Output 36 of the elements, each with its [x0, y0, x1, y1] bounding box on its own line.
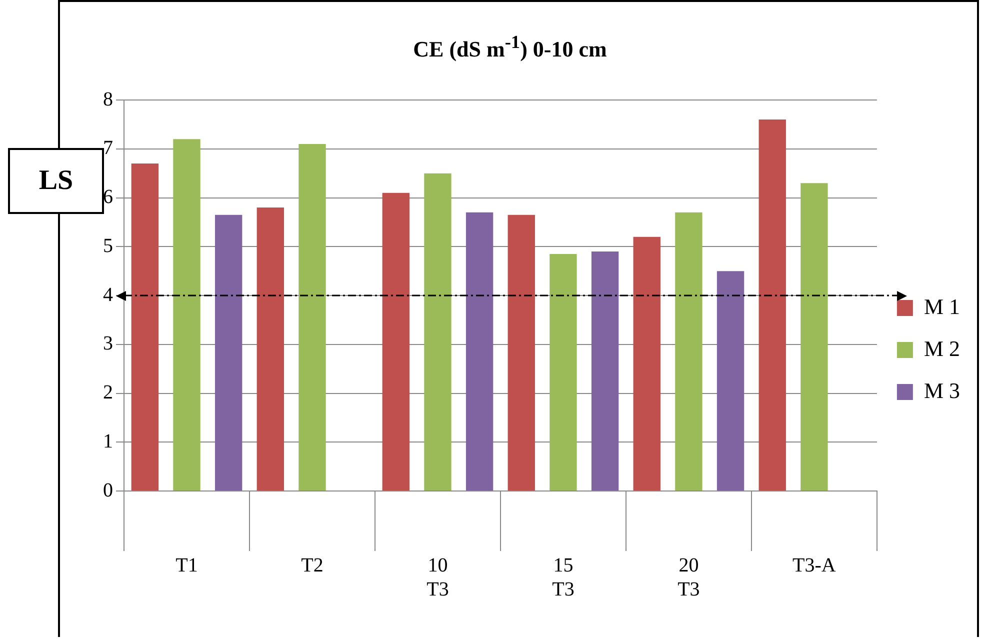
legend-label: M 2 [924, 336, 960, 361]
text: LS [8, 148, 104, 214]
bar [675, 212, 702, 490]
bar [256, 208, 284, 490]
y-tick-label: 4 [103, 284, 113, 306]
legend-label: M 1 [924, 294, 960, 319]
y-tick-label: 7 [103, 137, 113, 160]
bar [466, 212, 494, 490]
bar [800, 183, 828, 490]
bar [173, 139, 200, 490]
y-tick-label: 3 [103, 332, 113, 355]
bar [298, 144, 326, 490]
x-tick-label: 20 T3 [678, 554, 700, 600]
x-tick-label: T3-A [792, 554, 836, 576]
chart-title: CE (dS m$^{-1}$) 0-10 cm [412, 32, 608, 62]
x-tick-label: 15 T3 [552, 554, 574, 600]
bar [214, 214, 242, 490]
legend-label: M 3 [924, 378, 960, 403]
bar [591, 252, 619, 490]
bar [424, 173, 452, 490]
bar [758, 120, 786, 490]
y-tick-label: 5 [103, 234, 113, 257]
x-tick-label: T2 [301, 554, 324, 576]
y-tick-label: 8 [103, 88, 113, 110]
bar [508, 214, 535, 490]
y-tick-label: 1 [103, 430, 113, 452]
y-tick-label: 0 [103, 479, 113, 502]
y-tick-label: 2 [103, 382, 113, 404]
bar [131, 164, 159, 490]
bar [550, 254, 577, 490]
y-tick-label: 6 [103, 186, 113, 208]
x-tick-label: 10 T3 [426, 554, 449, 600]
bar [382, 192, 410, 490]
bar [633, 236, 660, 490]
bar [716, 271, 744, 490]
x-tick-label: T1 [176, 554, 198, 576]
